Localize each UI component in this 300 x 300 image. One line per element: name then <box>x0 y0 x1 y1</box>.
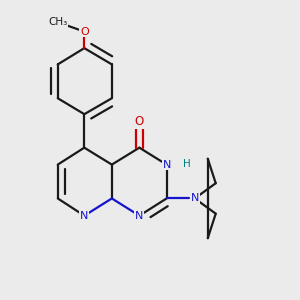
Text: N: N <box>162 160 171 170</box>
Text: O: O <box>80 27 89 37</box>
Text: N: N <box>80 211 88 221</box>
Text: H: H <box>183 159 191 169</box>
Text: N: N <box>135 211 144 221</box>
Text: O: O <box>135 115 144 128</box>
Text: CH₃: CH₃ <box>48 17 68 27</box>
Text: N: N <box>190 194 199 203</box>
